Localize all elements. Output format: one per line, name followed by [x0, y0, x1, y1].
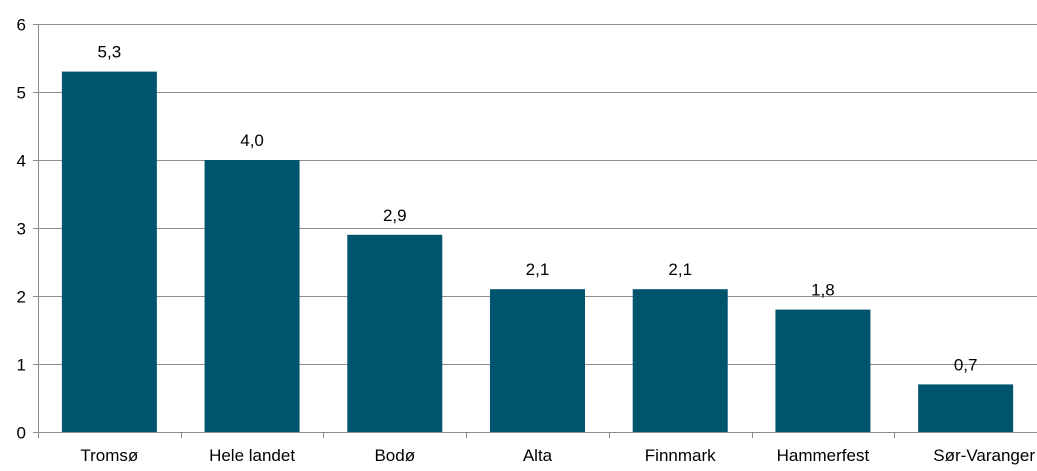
y-tick-label: 2 [17, 288, 26, 307]
bar-hele-landet [204, 160, 300, 432]
data-label: 2,9 [383, 206, 407, 225]
y-tick-label: 3 [17, 220, 26, 239]
data-label: 2,1 [526, 260, 550, 279]
data-label: 4,0 [240, 131, 264, 150]
y-tick-label: 1 [17, 356, 26, 375]
x-tick-label: Sør-Varanger [933, 446, 1035, 465]
x-tick-label: Tromsø [80, 446, 138, 465]
data-labels: 5,3 4,0 2,9 2,1 2,1 1,8 0,7 [98, 43, 978, 375]
bar-alta [490, 289, 585, 432]
bar-hammerfest [775, 309, 871, 432]
data-label: 2,1 [668, 260, 692, 279]
bars [61, 71, 1014, 432]
gridlines [38, 24, 1037, 365]
x-tick-label: Hele landet [209, 446, 295, 465]
bar-bodø [347, 234, 443, 432]
x-tick-label: Bodø [374, 446, 415, 465]
y-tick-label: 5 [17, 84, 26, 103]
bar-sør-varanger [918, 384, 1014, 432]
bar-finnmark [632, 289, 728, 432]
data-label: 5,3 [98, 43, 122, 62]
x-tick-label: Hammerfest [777, 446, 870, 465]
x-tick-label: Alta [523, 446, 553, 465]
y-tick-labels: 0 1 2 3 4 5 6 [17, 16, 26, 443]
bar-tromsø [61, 71, 157, 432]
y-tick-label: 6 [17, 16, 26, 35]
data-label: 0,7 [954, 355, 978, 374]
axes [33, 24, 1037, 438]
y-tick-label: 4 [17, 152, 26, 171]
x-tick-labels: Tromsø Hele landet Bodø Alta Finnmark Hammerf… [80, 446, 1035, 465]
y-tick-label: 0 [17, 424, 26, 443]
x-tick-label: Finnmark [645, 446, 716, 465]
data-label: 1,8 [811, 281, 835, 300]
